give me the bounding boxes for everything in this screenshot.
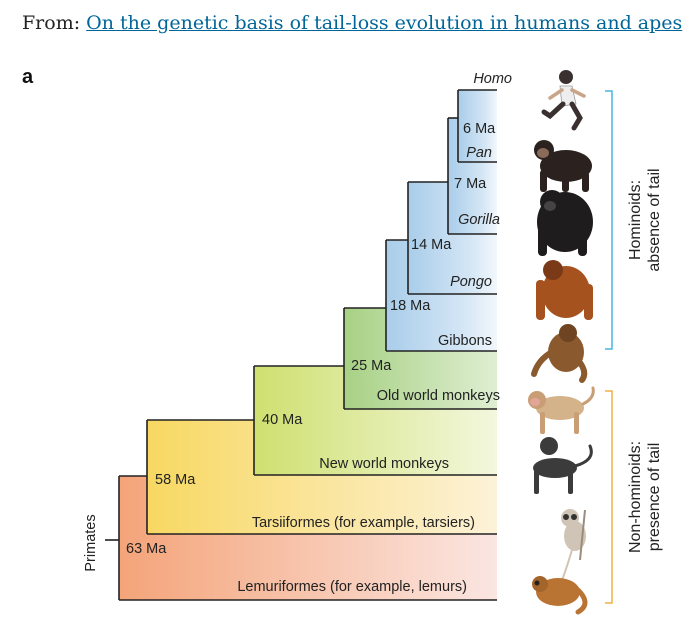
non-hominoid-bracket bbox=[605, 390, 613, 604]
divergence-25ma: 25 Ma bbox=[351, 358, 392, 374]
root-label-primates: Primates bbox=[83, 514, 99, 571]
runner-icon bbox=[541, 70, 586, 131]
svg-text:Non-hominoids:: Non-hominoids: bbox=[627, 441, 644, 553]
taxon-gorilla: Gorilla bbox=[458, 212, 500, 228]
divergence-7ma: 7 Ma bbox=[454, 176, 487, 192]
gorilla-icon bbox=[537, 190, 593, 256]
spider-monkey-icon bbox=[533, 437, 593, 494]
divergence-58ma: 58 Ma bbox=[155, 472, 196, 488]
svg-text:presence of tail: presence of tail bbox=[646, 443, 663, 552]
taxon-pongo: Pongo bbox=[450, 274, 492, 290]
svg-text:Hominoids:: Hominoids: bbox=[627, 180, 644, 260]
article-link[interactable]: On the genetic basis of tail-loss evolut… bbox=[86, 12, 683, 34]
chimpanzee-icon bbox=[534, 140, 592, 192]
hominoid-bracket bbox=[605, 90, 613, 350]
orangutan-icon bbox=[536, 260, 593, 320]
source-prefix: From: bbox=[22, 12, 87, 34]
taxon-tarsiiformes: Tarsiiformes (for example, tarsiers) bbox=[252, 515, 475, 531]
taxon-lemuriformes: Lemuriformes (for example, lemurs) bbox=[237, 579, 467, 595]
svg-text:absence of tail: absence of tail bbox=[646, 168, 663, 271]
tree-branches bbox=[105, 89, 497, 601]
tarsier-icon bbox=[561, 509, 586, 581]
hominoid-group-label: Hominoids: absence of tail bbox=[627, 168, 663, 271]
divergence-18ma: 18 Ma bbox=[390, 298, 431, 314]
group-brackets bbox=[605, 90, 613, 604]
taxon-homo: Homo bbox=[473, 71, 512, 87]
macaque-icon bbox=[528, 386, 595, 434]
gibbon-icon bbox=[531, 324, 588, 383]
divergence-6ma: 6 Ma bbox=[463, 121, 496, 137]
taxon-pan: Pan bbox=[466, 145, 492, 161]
taxon-gibbons: Gibbons bbox=[438, 333, 492, 349]
taxon-new-world-monkeys: New world monkeys bbox=[319, 456, 449, 472]
source-line: From: On the genetic basis of tail-loss … bbox=[22, 12, 682, 34]
divergence-63ma: 63 Ma bbox=[126, 541, 167, 557]
taxon-old-world-monkeys: Old world monkeys bbox=[377, 388, 500, 404]
homo-pan-region bbox=[458, 90, 497, 162]
non-hominoid-group-label: Non-hominoids: presence of tail bbox=[627, 441, 663, 553]
divergence-40ma: 40 Ma bbox=[262, 412, 303, 428]
panel-label: a bbox=[22, 66, 34, 88]
lemur-icon bbox=[532, 576, 588, 615]
divergence-14ma: 14 Ma bbox=[411, 237, 452, 253]
